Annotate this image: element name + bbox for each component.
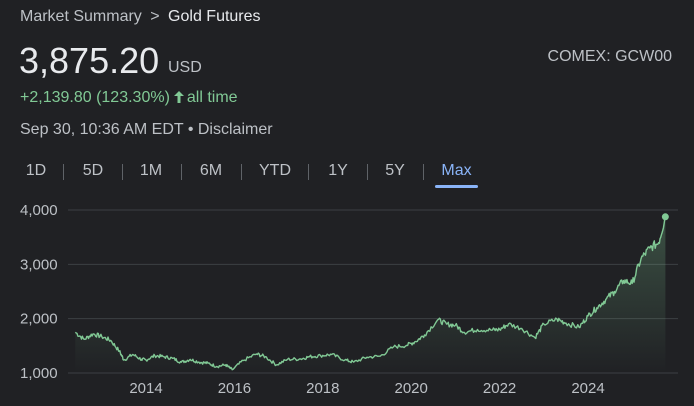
tab-divider <box>122 164 123 180</box>
series-area <box>75 216 666 373</box>
tab-divider <box>181 164 182 180</box>
x-tick-label: 2014 <box>129 380 162 397</box>
tab-1y[interactable]: 1Y <box>328 162 348 179</box>
tab-6m[interactable]: 6M <box>199 162 223 179</box>
breadcrumb-parent-link[interactable]: Market Summary <box>20 8 142 25</box>
x-tick-label: 2022 <box>483 380 516 397</box>
quote-timestamp: Sep 30, 10:36 AM EDT • Disclaimer <box>20 121 273 139</box>
y-tick-label: 3,000 <box>20 256 58 273</box>
tab-1d[interactable]: 1D <box>25 162 47 179</box>
last-point-marker <box>661 213 669 221</box>
y-tick-label: 2,000 <box>20 311 58 328</box>
tab-divider <box>308 164 309 180</box>
tab-divider <box>241 164 242 180</box>
series-line <box>74 216 667 371</box>
tab-divider <box>423 164 424 180</box>
current-price: 3,875.20 <box>19 40 160 81</box>
change-value: +2,139.80 (123.30%) <box>20 89 170 106</box>
price-change: +2,139.80 (123.30%) all time <box>20 89 238 107</box>
timestamp-text: Sep 30, 10:36 AM EDT <box>20 121 184 138</box>
tab-5d[interactable]: 5D <box>82 162 104 179</box>
time-range-tabs: 1D 5D 1M 6M YTD 1Y 5Y Max <box>0 158 694 188</box>
tab-5y[interactable]: 5Y <box>385 162 405 179</box>
tab-max[interactable]: Max <box>435 158 478 188</box>
breadcrumb: Market Summary > Gold Futures <box>20 8 261 26</box>
tab-divider <box>63 164 64 180</box>
price-chart[interactable]: 1,000 2,000 3,000 4,000 2014 2016 2018 2020 2022… <box>0 195 694 406</box>
x-tick-label: 2018 <box>306 380 339 397</box>
breadcrumb-current: Gold Futures <box>168 8 261 25</box>
x-tick-label: 2024 <box>571 380 604 397</box>
x-tick-label: 2020 <box>395 380 428 397</box>
tab-ytd[interactable]: YTD <box>259 162 291 179</box>
change-period: all time <box>186 89 238 106</box>
tab-1m[interactable]: 1M <box>139 162 163 179</box>
breadcrumb-separator: > <box>150 8 160 25</box>
x-tick-label: 2016 <box>218 380 251 397</box>
arrow-up-icon <box>173 90 184 106</box>
currency-label: USD <box>168 59 202 76</box>
tab-divider <box>367 164 368 180</box>
disclaimer-link[interactable]: Disclaimer <box>197 121 273 138</box>
bullet-separator: • <box>187 121 194 138</box>
y-tick-label: 4,000 <box>20 202 58 219</box>
exchange-ticker: COMEX: GCW00 <box>547 48 672 65</box>
y-tick-label: 1,000 <box>20 365 58 382</box>
